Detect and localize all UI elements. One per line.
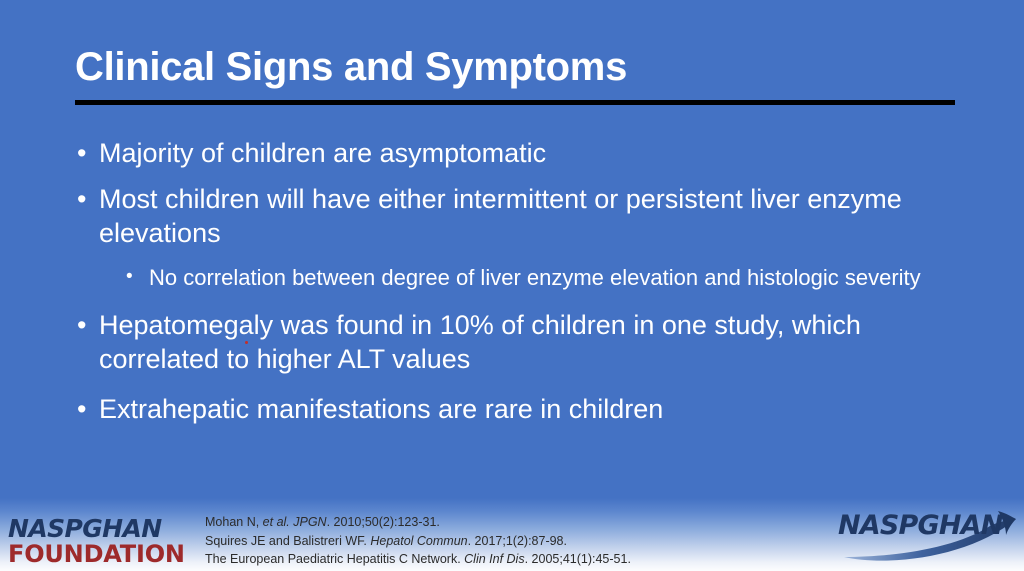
footer-band [0,498,1024,571]
bullet-item-2: • Most children will have either intermi… [72,182,962,250]
bullet-item-1-label: Majority of children are asymptomatic [99,138,547,168]
citation-3-journal: Clin Inf Dis [464,552,525,567]
bullet-dot-icon: • [77,394,87,425]
naspghan-foundation-logo: NASPGHAN FOUNDATION [8,516,188,567]
title-divider [75,100,955,105]
bullet-item-1: • Majority of children are asymptomatic [72,136,962,170]
bullet-dot-icon: • [77,184,87,215]
citation-2-post: . 2017;1(2):87-98. [467,533,567,548]
citation-1-pre: Mohan N, [205,515,263,529]
citation-3: The European Paediatric Hepatitis C Netw… [205,550,631,569]
bullet-item-2-label: Most children will have either intermitt… [99,184,902,249]
title-block: Clinical Signs and Symptoms [75,45,955,89]
bullet-dot-icon: • [77,138,87,168]
citation-3-pre: The European Paediatric Hepatitis C Netw… [205,552,465,567]
page-title: Clinical Signs and Symptoms [75,45,628,89]
bullet-item-3: • Hepatomegaly was found in 10% of child… [72,308,962,376]
citation-list: Mohan N, et al. JPGN. 2010;50(2):123-31.… [205,513,631,569]
sub-bullet-item-1-label: No correlation between degree of liver e… [149,265,921,291]
bullet-dot-icon: • [77,309,87,340]
sub-bullet-item-1: • No correlation between degree of liver… [118,264,962,292]
citation-3-post: . 2005;41(1):45-51. [524,552,631,567]
bullet-item-4: • Extrahepatic manifestations are rare i… [72,392,962,426]
citation-1-journal: et al. JPGN [262,515,327,529]
stray-mark [245,341,248,344]
bullet-list: • Majority of children are asymptomatic … [72,136,962,436]
bullet-dot-icon: • [126,266,133,288]
citation-1-post: . 2010;50(2):123-31. [326,515,440,529]
citation-2-pre: Squires JE and Balistreri WF. [205,533,371,548]
citation-2-journal: Hepatol Commun [370,533,468,548]
bullet-item-4-label: Extrahepatic manifestations are rare in … [99,394,664,425]
citation-2: Squires JE and Balistreri WF. Hepatol Co… [205,532,631,551]
naspghan-logo-word: NASPGHAN [838,510,1003,541]
citation-1: Mohan N, et al. JPGN. 2010;50(2):123-31. [205,513,631,532]
bullet-item-3-label: Hepatomegaly was found in 10% of childre… [99,309,861,374]
naspghan-foundation-logo-line1: NASPGHAN [8,514,162,543]
naspghan-logo: NASPGHAN [830,505,1024,567]
naspghan-swoosh-icon [844,511,1016,561]
naspghan-foundation-logo-line2: FOUNDATION [8,540,185,568]
